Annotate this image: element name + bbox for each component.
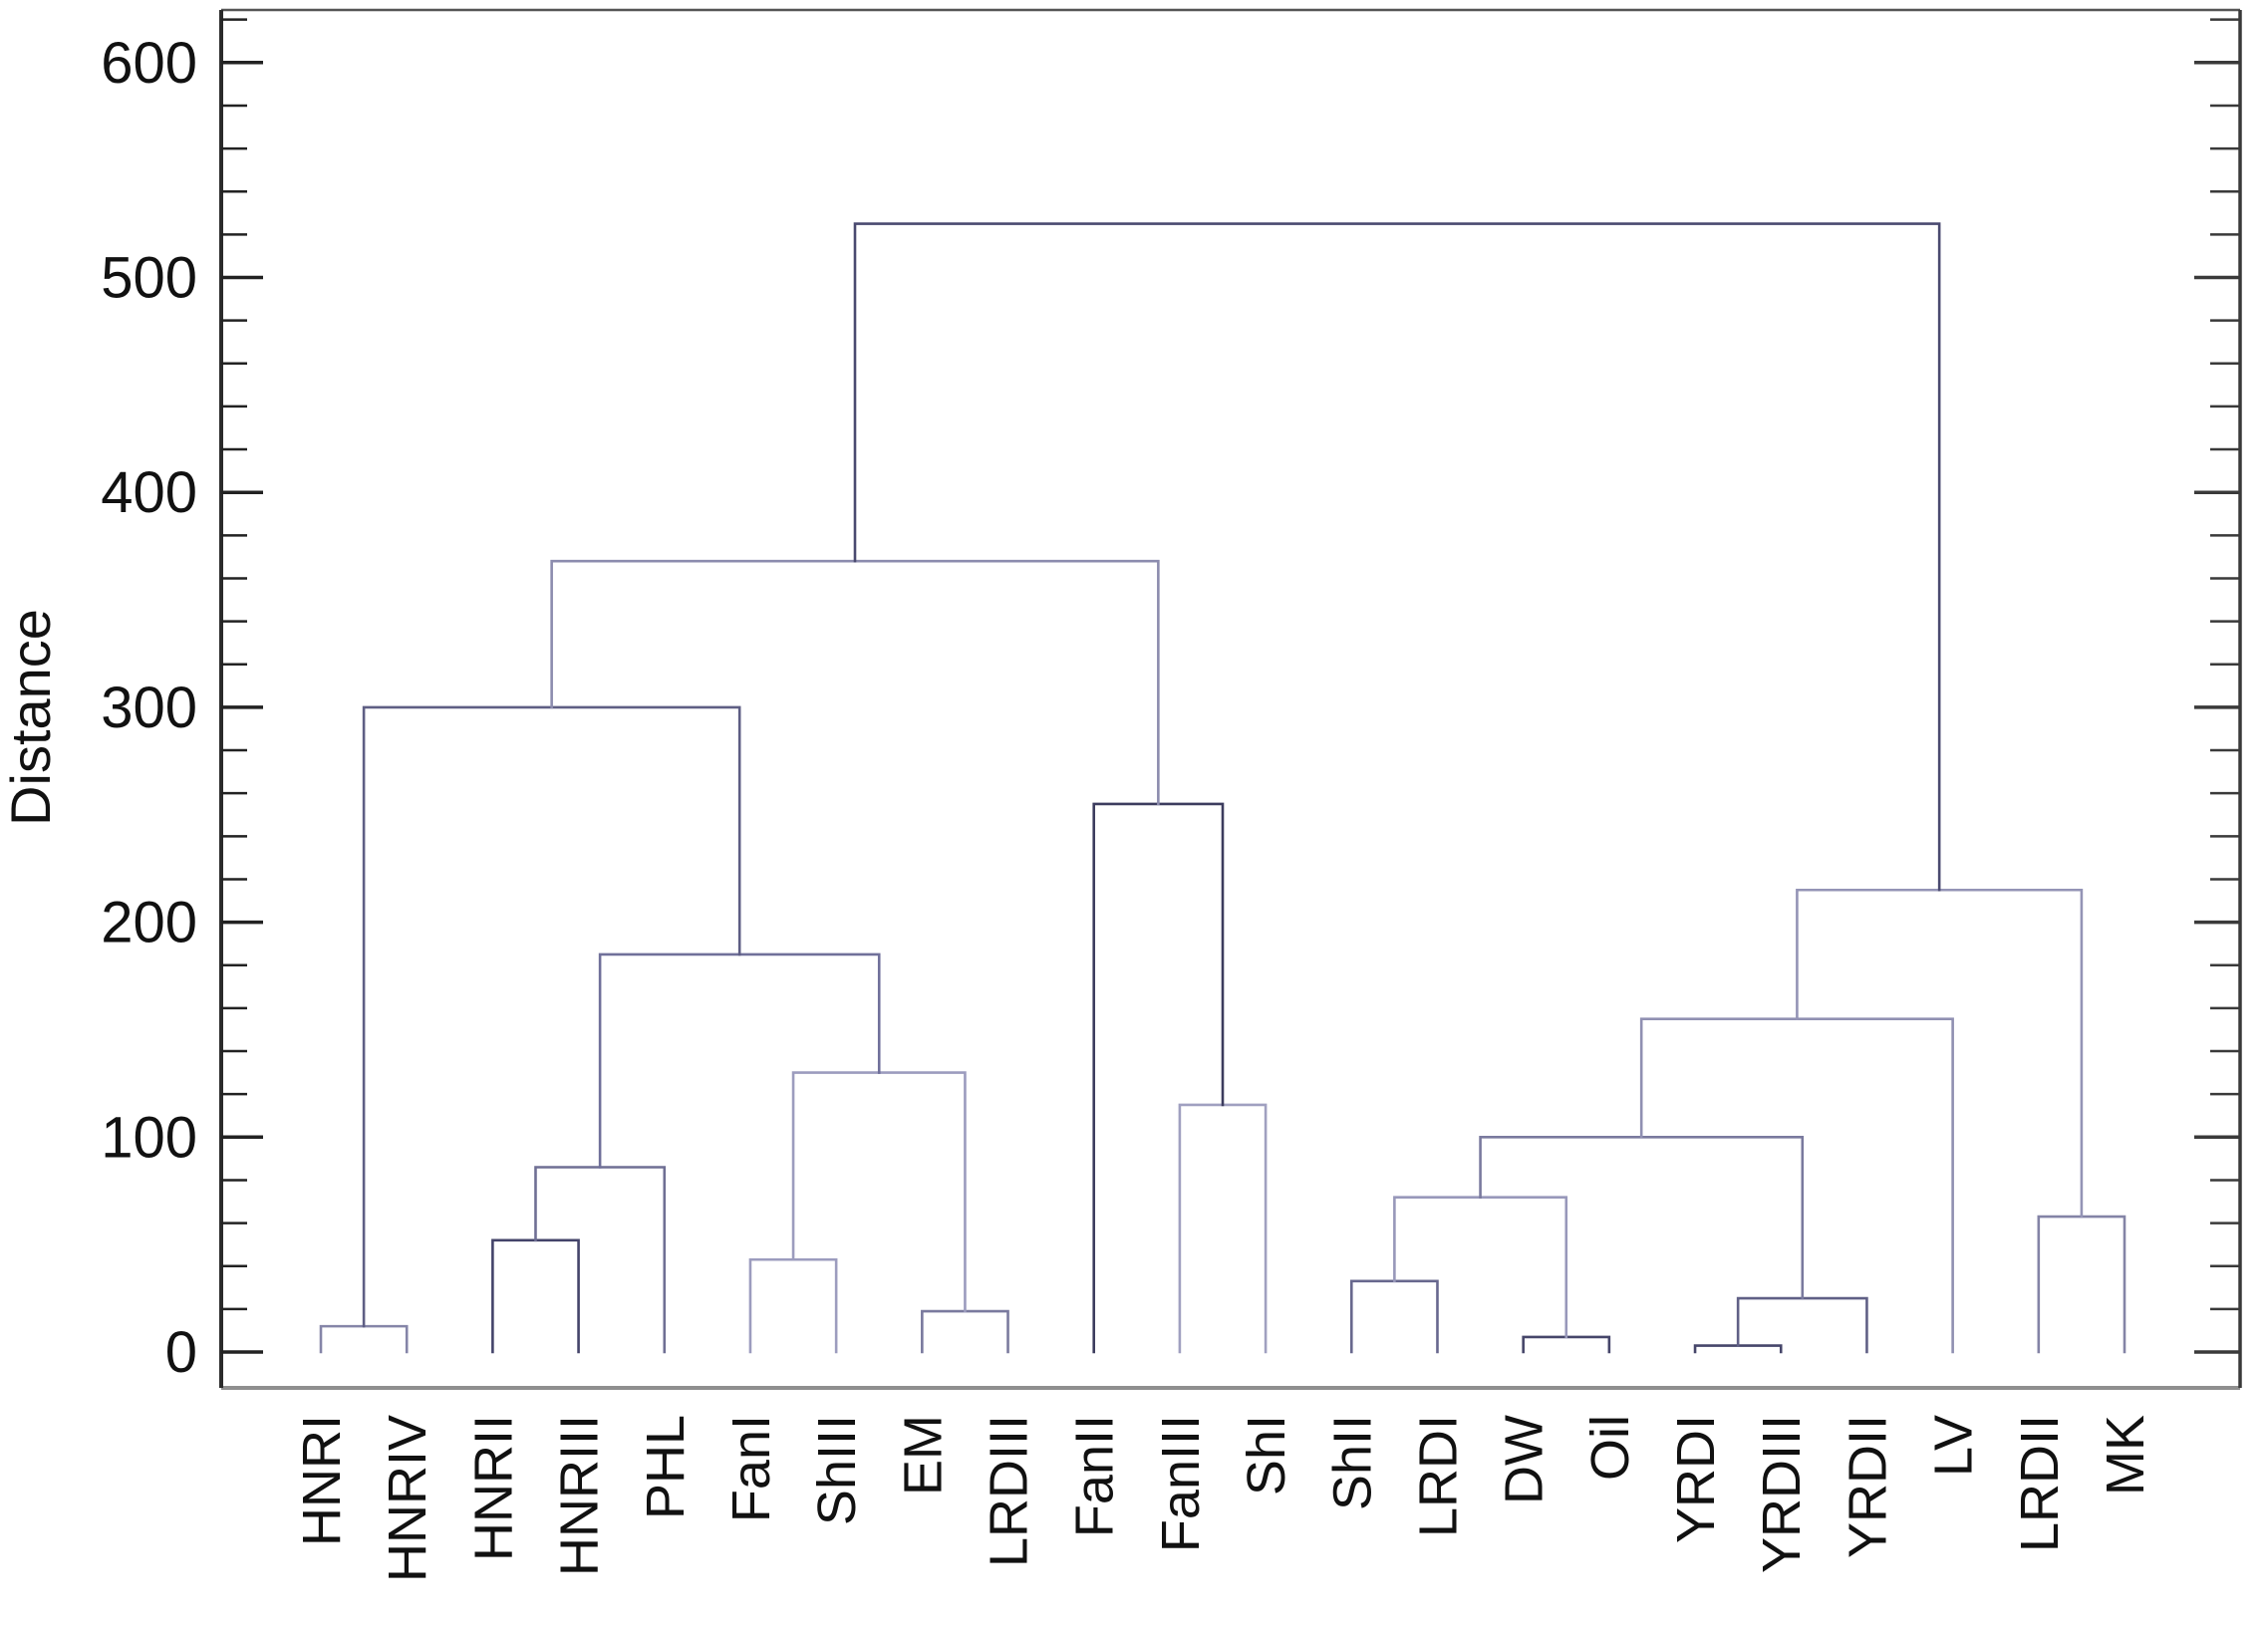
dendrogram-link-n12 xyxy=(1349,1279,1439,1354)
leaf-label: DW xyxy=(1495,1415,1555,1504)
dendrogram-link-n14 xyxy=(1393,1196,1568,1339)
dendrogram-link-n2 xyxy=(491,1238,580,1354)
y-tick-label: 300 xyxy=(101,676,197,740)
leaf-label: FanI xyxy=(721,1415,781,1522)
y-tick-label: 400 xyxy=(101,460,197,525)
leaf-label: HNRIV xyxy=(378,1415,437,1582)
leaf-label: HNRI xyxy=(292,1415,352,1546)
leaf-label: YRDII xyxy=(1838,1415,1897,1558)
dendrogram-link-n9 xyxy=(1178,1103,1268,1354)
leaf-label: LRDI xyxy=(1408,1415,1468,1537)
leaf-label: LRDIII xyxy=(980,1415,1039,1567)
dendrogram-link-n8 xyxy=(362,705,741,1328)
leaf-label: ShI xyxy=(1237,1415,1296,1495)
dendrogram-link-n19 xyxy=(2037,1215,2126,1354)
leaf-label: ShII xyxy=(1322,1415,1382,1510)
leaf-label: Oil xyxy=(1580,1415,1640,1481)
dendrogram-link-n3 xyxy=(534,1166,667,1354)
leaf-label: YRDIII xyxy=(1752,1415,1812,1573)
y-tick-label: 600 xyxy=(101,31,197,96)
y-tick-label: 100 xyxy=(101,1105,197,1170)
dendrogram-link-n7 xyxy=(598,952,881,1169)
dendrogram-link-n1 xyxy=(319,1324,409,1354)
dendrogram-link-n10 xyxy=(1092,802,1225,1354)
dendrogram-link-n4 xyxy=(748,1257,838,1354)
leaf-label: LV xyxy=(1924,1415,1984,1477)
leaf-label: HNRII xyxy=(463,1415,523,1561)
dendrogram-link-n5 xyxy=(921,1309,1009,1354)
dendrogram-link-n17 xyxy=(1479,1136,1805,1300)
leaf-label: HNRIII xyxy=(550,1415,610,1576)
dendrogram-link-n20 xyxy=(1796,888,2084,1219)
y-axis-title: Distance xyxy=(0,609,62,826)
leaf-label: ShIII xyxy=(807,1415,867,1525)
dendrogram-link-n6 xyxy=(791,1071,967,1313)
leaf-label: MK xyxy=(2096,1415,2155,1495)
dendrogram-link-n18 xyxy=(1639,1017,1954,1354)
leaf-label: PHL xyxy=(636,1415,696,1519)
leaf-label: FanIII xyxy=(1151,1415,1211,1552)
leaf-label: FanII xyxy=(1065,1415,1125,1537)
leaf-label: YRDI xyxy=(1666,1415,1726,1543)
leaf-label: EM xyxy=(893,1415,953,1495)
y-tick-label: 500 xyxy=(101,246,197,311)
y-tick-label: 200 xyxy=(101,891,197,955)
dendrogram-link-n11 xyxy=(550,559,1160,806)
y-tick-label: 0 xyxy=(165,1320,197,1385)
dendrogram-link-n13 xyxy=(1522,1335,1611,1354)
leaf-label: LRDII xyxy=(2010,1415,2070,1552)
dendrogram-link-n16 xyxy=(1736,1296,1868,1354)
dendrogram-link-n21 xyxy=(853,222,1941,892)
